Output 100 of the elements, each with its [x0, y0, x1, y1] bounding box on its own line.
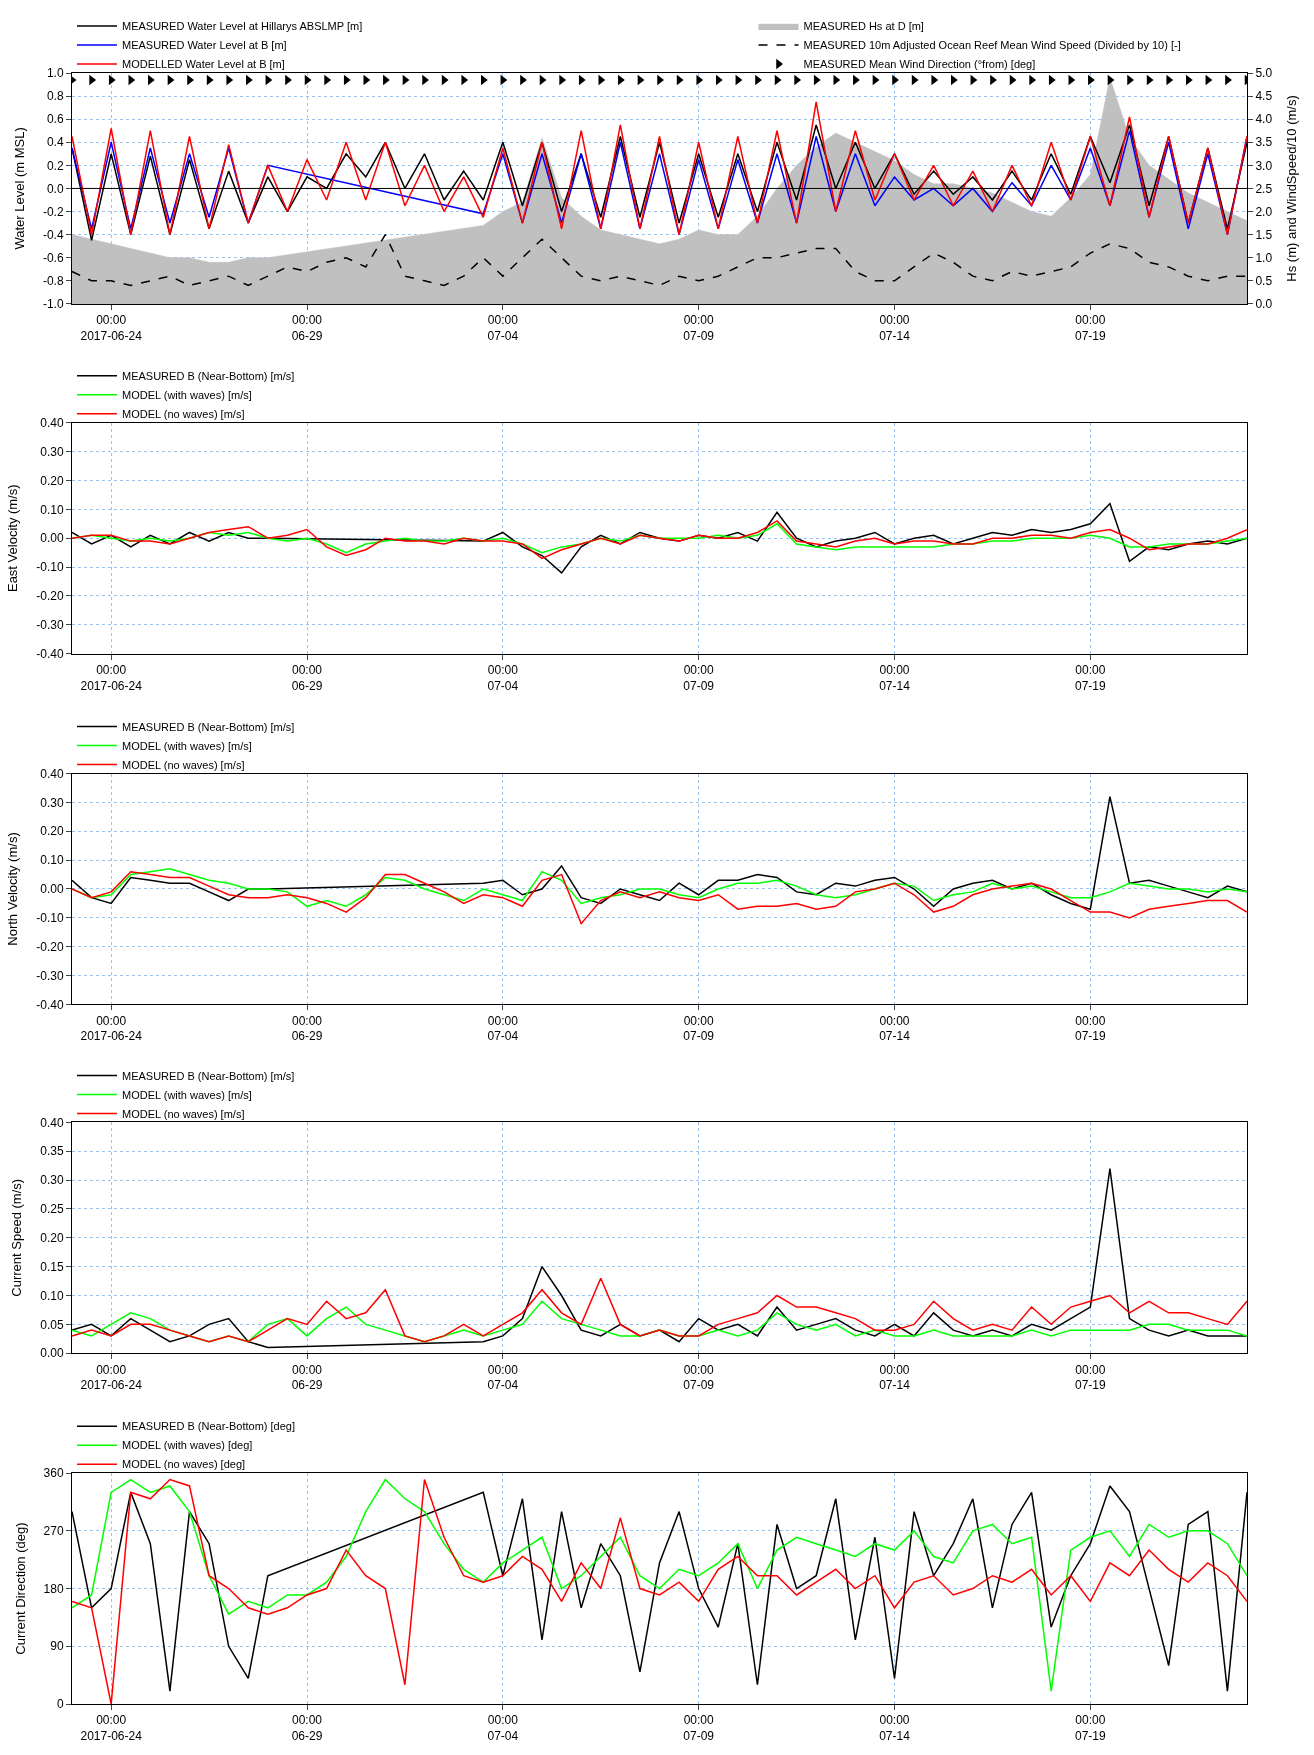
- x-tick-label: 00:00 07-04: [487, 1013, 519, 1044]
- x-tick-label: 00:00 07-14: [879, 313, 911, 343]
- y2-tick-label: 0.0: [1255, 297, 1273, 312]
- y-tick-label: 0.40: [40, 415, 64, 430]
- y-tick-label: 0.0: [46, 181, 64, 196]
- y-tick-label: 0.30: [40, 444, 64, 459]
- legend-label: MODEL (no waves) [m/s]: [122, 1107, 245, 1120]
- x-tick-label: 00:00 07-04: [487, 1713, 519, 1743]
- line-series: [72, 101, 1247, 236]
- x-tick-label: 00:00 07-19: [1074, 1713, 1106, 1743]
- x-tick-label: 00:00 07-04: [487, 663, 519, 693]
- x-tick-label: 00:00 06-29: [291, 313, 323, 343]
- line-series: [72, 870, 1247, 925]
- y2-tick-label: 3.0: [1255, 158, 1273, 173]
- y-tick-label: 0.00: [40, 882, 64, 897]
- y-tick-label: 0.40: [40, 766, 64, 781]
- y-tick-label: 0.25: [40, 1202, 64, 1217]
- y-tick-label: 0.20: [40, 473, 64, 488]
- y-tick-label: -0.30: [36, 968, 64, 983]
- y-tick-label: 0.05: [40, 1317, 64, 1332]
- y-axis-title: Current Speed (m/s): [9, 1178, 25, 1297]
- y-tick-label: 0.10: [40, 502, 64, 517]
- x-tick-label: 00:00 07-19: [1074, 663, 1106, 693]
- y-tick-label: 0.15: [40, 1259, 64, 1274]
- y-tick-label: -0.20: [36, 589, 64, 604]
- y-tick-label: 0.00: [40, 531, 64, 546]
- x-tick-label: 00:00 07-09: [683, 313, 715, 343]
- y-tick-label: -0.8: [42, 273, 64, 288]
- legend-label: MEASURED B (Near-Bottom) [m/s]: [122, 1069, 295, 1082]
- y2-tick-label: 2.5: [1255, 181, 1273, 196]
- y-tick-label: -1.0: [42, 297, 64, 312]
- y-tick-label: 0.8: [46, 89, 64, 104]
- y-tick-label: -0.30: [36, 618, 64, 632]
- legend-label: MODEL (no waves) [m/s]: [122, 408, 245, 421]
- y-axis-title: Water Level (m MSL): [11, 127, 27, 250]
- y-tick-label: -0.40: [36, 997, 64, 1012]
- x-tick-label: 00:00 06-29: [291, 1713, 323, 1743]
- x-tick-label: 00:00 07-14: [879, 1362, 911, 1393]
- y-tick-label: -0.40: [36, 646, 64, 661]
- y-tick-label: -0.2: [42, 204, 64, 219]
- x-tick-label: 00:00 2017-06-24: [80, 1013, 143, 1044]
- x-tick-label: 00:00 06-29: [291, 1362, 323, 1393]
- legend-label: MEASURED B (Near-Bottom) [deg]: [122, 1420, 295, 1433]
- x-tick-label: 00:00 07-09: [683, 1013, 715, 1044]
- y2-tick-label: 5.0: [1255, 66, 1273, 81]
- x-tick-label: 00:00 07-14: [879, 1713, 911, 1743]
- x-tick-label: 00:00 07-19: [1074, 1013, 1106, 1044]
- y2-tick-label: 1.0: [1255, 250, 1273, 265]
- y-tick-label: 0.35: [40, 1144, 64, 1159]
- line-series: [72, 520, 1247, 560]
- x-tick-label: 00:00 07-09: [683, 1362, 715, 1393]
- y-tick-label: 360: [43, 1466, 64, 1481]
- y-tick-label: 90: [50, 1639, 64, 1654]
- y-tick-label: -0.20: [36, 939, 64, 954]
- x-tick-label: 00:00 07-14: [879, 663, 911, 693]
- legend-label: MEASURED Mean Wind Direction (°from) [deg]: [803, 58, 1036, 71]
- y-tick-label: 0.4: [46, 135, 64, 150]
- legend-label: MODEL (with waves) [m/s]: [122, 739, 252, 752]
- x-tick-label: 00:00 2017-06-24: [80, 313, 143, 343]
- x-tick-label: 00:00 2017-06-24: [80, 1362, 143, 1393]
- x-tick-label: 00:00 07-14: [879, 1013, 911, 1044]
- x-tick-label: 00:00 07-04: [487, 1362, 519, 1393]
- y-tick-label: 0.2: [46, 158, 64, 173]
- x-tick-label: 00:00 07-19: [1074, 1362, 1106, 1393]
- y-tick-label: 0.30: [40, 1173, 64, 1188]
- legend-label: MODELLED Water Level at B [m]: [122, 58, 285, 71]
- legend-label: MEASURED B (Near-Bottom) [m/s]: [122, 370, 295, 383]
- y2-tick-label: 4.0: [1255, 112, 1273, 127]
- y2-tick-label: 0.5: [1255, 273, 1273, 288]
- y2-tick-label: 4.5: [1255, 89, 1273, 104]
- y-axis-title: North Velocity (m/s): [5, 832, 21, 946]
- y-tick-label: 0.30: [40, 795, 64, 810]
- y-tick-label: -0.10: [36, 911, 64, 926]
- y-tick-label: 180: [43, 1581, 64, 1596]
- y-tick-label: -0.4: [42, 227, 64, 242]
- x-tick-label: 00:00 2017-06-24: [80, 1713, 143, 1743]
- legend-label: MEASURED B (Near-Bottom) [m/s]: [122, 720, 295, 733]
- x-tick-label: 00:00 2017-06-24: [80, 663, 143, 693]
- y-tick-label: 0.6: [46, 112, 64, 127]
- y-tick-label: -0.6: [42, 250, 64, 265]
- y-tick-label: 270: [43, 1524, 64, 1539]
- y-tick-label: 0.20: [40, 824, 64, 839]
- x-tick-label: 00:00 07-04: [487, 313, 519, 343]
- y-tick-label: 0: [56, 1697, 64, 1712]
- legend-label: MEASURED Hs at D [m]: [803, 20, 924, 33]
- y-tick-label: 0.10: [40, 853, 64, 868]
- legend-label: MEASURED Water Level at B [m]: [122, 39, 287, 52]
- legend-label: MODEL (with waves) [m/s]: [122, 1088, 252, 1101]
- legend-label: MEASURED 10m Adjusted Ocean Reef Mean Wind Speed (Divided by 10) [-]: [803, 39, 1181, 52]
- x-tick-label: 00:00 07-09: [683, 1713, 715, 1743]
- y-axis-title: East Velocity (m/s): [5, 484, 21, 593]
- line-series: [72, 1277, 1247, 1343]
- y2-tick-label: 1.5: [1255, 227, 1273, 242]
- y-tick-label: -0.10: [36, 560, 64, 575]
- y-tick-label: 1.0: [46, 66, 64, 81]
- y-tick-label: 0.40: [40, 1115, 64, 1130]
- y-tick-label: 0.20: [40, 1230, 64, 1245]
- x-tick-label: 00:00 07-09: [683, 663, 715, 693]
- x-tick-label: 00:00 07-19: [1074, 313, 1106, 343]
- x-tick-label: 00:00 06-29: [291, 663, 323, 693]
